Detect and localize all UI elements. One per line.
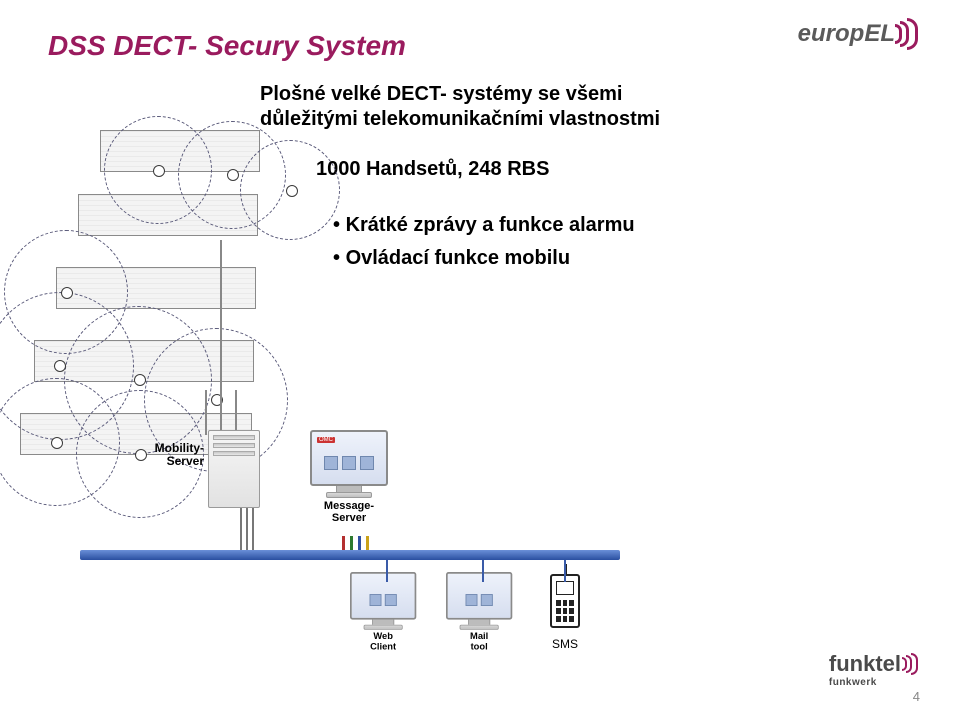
message-server-icon: OMC Message- Server bbox=[310, 430, 388, 524]
network-diagram: Mobility- Server OMC Message- Server Web… bbox=[20, 130, 660, 650]
web-client-label: Web Client bbox=[350, 632, 416, 652]
base-station-node bbox=[286, 185, 298, 197]
message-drop-line bbox=[342, 536, 345, 550]
base-station-node bbox=[153, 165, 165, 177]
sms-phone-icon: SMS bbox=[550, 574, 580, 651]
link-line bbox=[220, 240, 222, 435]
message-server-label: Message- Server bbox=[310, 501, 388, 524]
client-connector bbox=[482, 560, 484, 582]
lan-bus bbox=[80, 550, 620, 560]
floorplan bbox=[20, 130, 310, 490]
base-station-node bbox=[51, 437, 63, 449]
base-station-node bbox=[61, 287, 73, 299]
mobility-server-icon bbox=[208, 430, 260, 508]
europel-arcs-icon bbox=[897, 18, 918, 50]
mobility-server-label: Mobility- Server bbox=[140, 442, 204, 467]
base-station-node bbox=[134, 374, 146, 386]
web-client-icon: Web Client bbox=[350, 572, 416, 652]
europel-logo-text: europEL bbox=[798, 20, 895, 48]
mobility-drop-line bbox=[252, 508, 254, 550]
link-line bbox=[235, 390, 237, 435]
message-drop-line bbox=[350, 536, 353, 550]
page-subtitle: Plošné velké DECT- systémy se všemi důle… bbox=[260, 82, 680, 132]
mail-tool-icon: Mail tool bbox=[446, 572, 512, 652]
client-connector bbox=[386, 560, 388, 582]
funktel-logo: funktel funkwerk bbox=[829, 651, 918, 688]
base-station-node bbox=[54, 360, 66, 372]
base-station-node bbox=[227, 169, 239, 181]
link-line bbox=[205, 390, 207, 435]
sms-label: SMS bbox=[550, 637, 580, 651]
funkwerk-logo-text: funkwerk bbox=[829, 677, 918, 688]
message-drop-line bbox=[358, 536, 361, 550]
funktel-arcs-icon bbox=[903, 653, 918, 675]
funktel-logo-text: funktel bbox=[829, 651, 901, 677]
mobility-drop-line bbox=[240, 508, 242, 550]
page-title: DSS DECT- Secury System bbox=[48, 30, 406, 62]
europel-logo: europEL bbox=[798, 18, 918, 50]
message-drop-line bbox=[366, 536, 369, 550]
mobility-drop-line bbox=[246, 508, 248, 550]
page-number: 4 bbox=[913, 689, 920, 704]
client-connector bbox=[564, 560, 566, 582]
mail-tool-label: Mail tool bbox=[446, 632, 512, 652]
